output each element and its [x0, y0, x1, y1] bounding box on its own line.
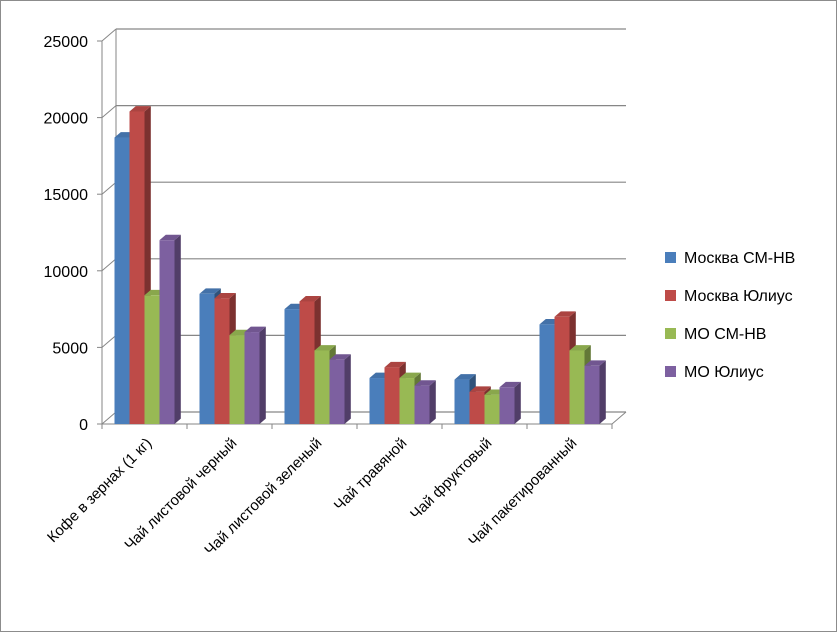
bar-front: [299, 301, 315, 424]
bar-front: [114, 137, 130, 425]
legend-swatch: [665, 366, 676, 377]
bar: [244, 326, 266, 424]
bar-top: [584, 360, 606, 366]
bar: [414, 380, 436, 424]
gridline-depth: [101, 411, 117, 425]
bar-front: [369, 378, 385, 424]
bar-front: [569, 350, 585, 424]
bars: [114, 106, 606, 425]
bar-front: [329, 359, 345, 424]
bar-side: [174, 234, 181, 424]
bar-front: [469, 391, 485, 424]
bar-top: [199, 288, 221, 294]
bar-top: [414, 380, 436, 386]
gridline-depth: [101, 258, 117, 272]
bar-front: [214, 298, 230, 424]
bar-front: [384, 367, 400, 424]
bar-front: [159, 240, 175, 424]
bar-top: [244, 326, 266, 333]
bar-top: [454, 374, 476, 380]
bar-front: [199, 293, 215, 424]
bar-top: [554, 311, 576, 317]
bar-top: [159, 234, 181, 241]
bar-front: [499, 387, 515, 424]
bar-front: [414, 385, 430, 424]
bar-front: [229, 335, 245, 424]
bar-top: [469, 386, 491, 392]
bar-front: [454, 379, 470, 424]
x-tick-label: Чай травяной: [331, 435, 410, 514]
y-tick-label: 0: [79, 417, 88, 434]
y-tick-label: 15000: [44, 187, 89, 204]
bar-top: [384, 361, 406, 368]
bar-side: [344, 354, 351, 424]
bar-top: [399, 372, 421, 379]
bar-side: [259, 326, 266, 424]
legend-label: Москва Юлиус: [684, 288, 793, 305]
legend-label: Москва СМ-НВ: [684, 250, 795, 267]
floor-edge: [611, 411, 627, 425]
bar-front: [484, 394, 500, 424]
bar-front: [399, 378, 415, 424]
bar-front: [244, 332, 260, 424]
bar-front: [554, 316, 570, 424]
legend-label: МО СМ-НВ: [684, 326, 766, 343]
bar-top: [214, 292, 236, 299]
bar-front: [129, 111, 145, 425]
gridline-depth: [101, 105, 117, 118]
legend: Москва СМ-НВ Москва Юлиус МО СМ-НВ МО Юлиус: [665, 250, 795, 381]
bar: [329, 354, 351, 424]
legend-label: МО Юлиус: [684, 364, 764, 381]
x-tick-label: Чай фруктовый: [407, 435, 495, 523]
bar-side: [599, 360, 606, 424]
bar-front: [144, 295, 160, 424]
legend-swatch: [665, 328, 676, 339]
bar-top: [314, 345, 336, 351]
gridline-depth: [101, 28, 117, 42]
bar-front: [284, 309, 300, 424]
bar-front: [539, 324, 555, 424]
bar-side: [429, 380, 436, 424]
bar-top: [499, 381, 521, 388]
bar-front: [314, 350, 330, 424]
bar-top: [299, 296, 321, 302]
bar: [499, 381, 521, 424]
gridline-depth: [101, 181, 117, 195]
bar-top: [129, 106, 151, 112]
bar: [584, 360, 606, 424]
bar-side: [514, 381, 521, 424]
gridline-depth: [101, 335, 117, 348]
y-tick-label: 5000: [52, 340, 88, 357]
bar-front: [584, 365, 600, 424]
bar-top: [569, 345, 591, 351]
y-tick-label: 25000: [44, 34, 89, 51]
bar-top: [329, 354, 351, 360]
y-tick-label: 20000: [44, 111, 89, 128]
legend-swatch: [665, 252, 676, 263]
y-tick-label: 10000: [44, 264, 89, 281]
bar: [159, 234, 181, 424]
legend-swatch: [665, 290, 676, 301]
